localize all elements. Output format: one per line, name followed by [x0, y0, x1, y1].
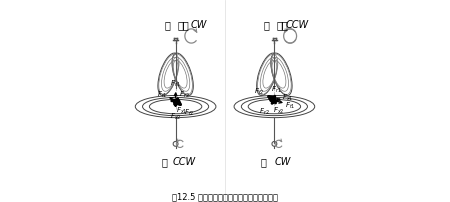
- Text: 凸: 凸: [263, 20, 269, 30]
- Ellipse shape: [248, 100, 301, 114]
- Text: 图12.5 弧齿锥齿轮的旋转方向与轮齿的受力: 图12.5 弧齿锥齿轮的旋转方向与轮齿的受力: [172, 191, 278, 200]
- Text: CW: CW: [274, 156, 291, 166]
- Text: $F_{x1}$: $F_{x1}$: [282, 93, 293, 103]
- Text: 凸: 凸: [165, 20, 171, 30]
- Text: $F_{t2}$: $F_{t2}$: [255, 86, 265, 97]
- Text: 驱动: 驱动: [277, 20, 288, 30]
- Text: $F_{t1}$: $F_{t1}$: [157, 89, 167, 100]
- Text: 凸: 凸: [261, 156, 266, 166]
- Text: 凹: 凹: [162, 156, 167, 166]
- Text: CW: CW: [191, 20, 207, 30]
- Text: $F_{r1}$: $F_{r1}$: [170, 78, 181, 88]
- Ellipse shape: [149, 100, 202, 114]
- Text: $F_{t1}$: $F_{t1}$: [285, 100, 295, 110]
- Text: $F_{r2}$: $F_{r2}$: [259, 106, 270, 116]
- Ellipse shape: [271, 54, 292, 96]
- Text: $F_{r1}$: $F_{r1}$: [271, 84, 281, 94]
- Ellipse shape: [241, 98, 307, 116]
- Text: 驱动: 驱动: [178, 20, 189, 30]
- Text: CCW: CCW: [286, 20, 309, 30]
- Ellipse shape: [172, 54, 194, 96]
- Text: $F_{x2}$: $F_{x2}$: [273, 106, 285, 116]
- Text: $F_{x1}$: $F_{x1}$: [176, 105, 188, 115]
- Ellipse shape: [256, 54, 278, 96]
- Ellipse shape: [158, 54, 179, 96]
- Text: $F_{r2}$: $F_{r2}$: [179, 89, 189, 100]
- Text: CCW: CCW: [172, 156, 196, 166]
- Ellipse shape: [143, 98, 209, 116]
- Text: $F_{t2}$: $F_{t2}$: [184, 107, 194, 117]
- Text: $F_{x2}$: $F_{x2}$: [170, 111, 181, 121]
